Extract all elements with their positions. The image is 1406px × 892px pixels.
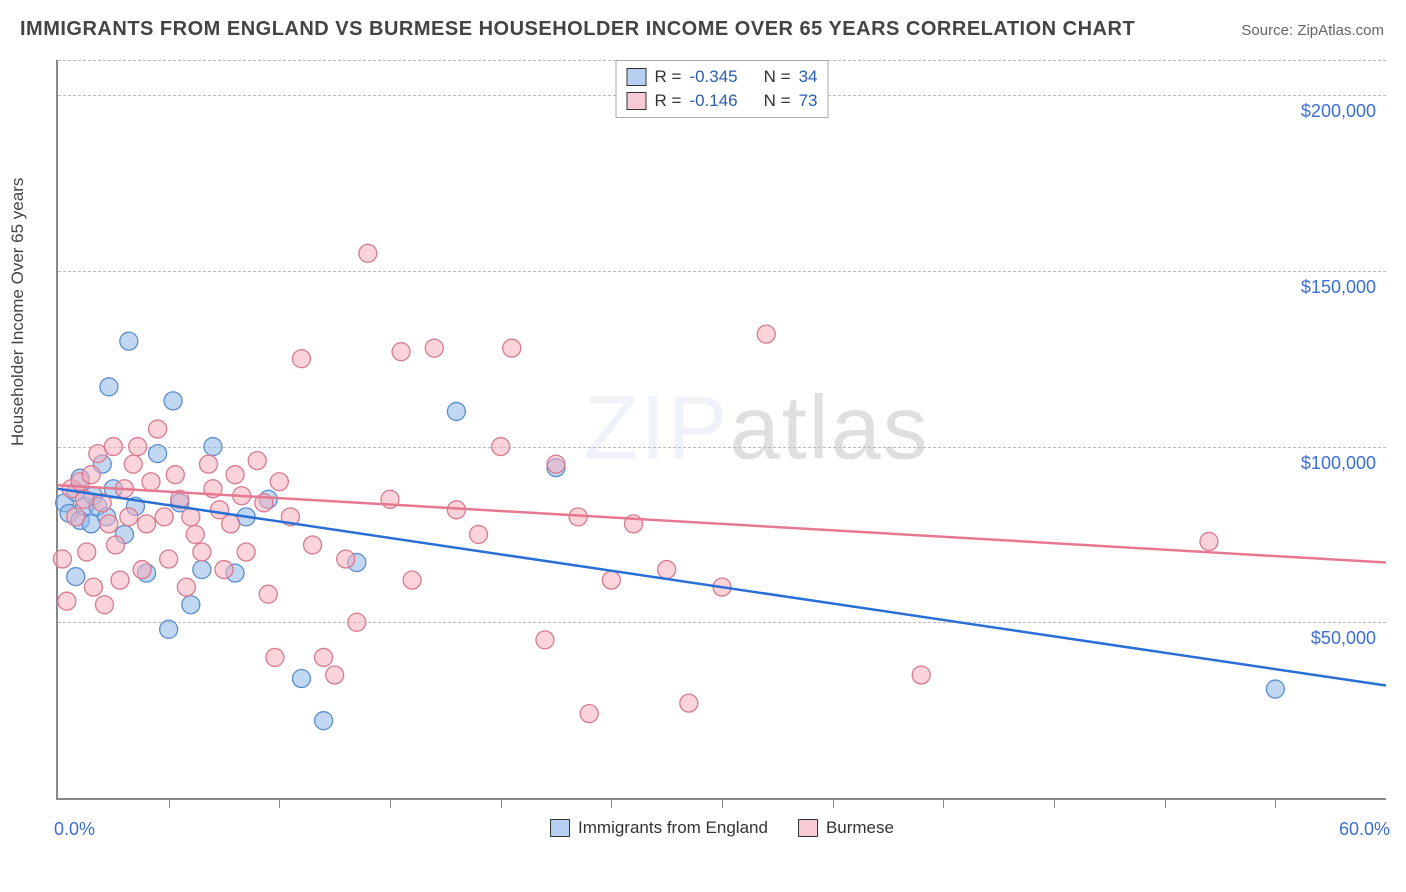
legend-stats-row-burmese: R = -0.146 N = 73 xyxy=(627,89,818,113)
x-tick xyxy=(169,798,170,808)
legend-item-burmese: Burmese xyxy=(798,818,894,838)
legend-series: Immigrants from England Burmese xyxy=(550,818,894,838)
regression-line-burmese xyxy=(58,485,1386,562)
x-tick xyxy=(722,798,723,808)
swatch-pink-icon xyxy=(627,92,647,110)
r-value-burmese: -0.146 xyxy=(689,91,737,111)
swatch-blue-icon xyxy=(627,68,647,86)
source-value: ZipAtlas.com xyxy=(1297,22,1384,39)
plot-area: ZIPatlas $50,000$100,000$150,000$200,000… xyxy=(56,60,1386,800)
n-label: N = xyxy=(764,91,791,111)
regression-line-england xyxy=(58,489,1386,686)
legend-label-england: Immigrants from England xyxy=(578,818,768,838)
x-tick-max: 60.0% xyxy=(1339,819,1390,840)
chart-title: IMMIGRANTS FROM ENGLAND VS BURMESE HOUSE… xyxy=(20,18,1135,41)
r-value-england: -0.345 xyxy=(689,67,737,87)
x-tick xyxy=(1275,798,1276,808)
swatch-pink-icon xyxy=(798,819,818,837)
legend-label-burmese: Burmese xyxy=(826,818,894,838)
legend-item-england: Immigrants from England xyxy=(550,818,768,838)
x-tick-min: 0.0% xyxy=(54,819,95,840)
source: Source: ZipAtlas.com xyxy=(1241,22,1384,39)
x-tick xyxy=(1165,798,1166,808)
legend-stats: R = -0.345 N = 34 R = -0.146 N = 73 xyxy=(616,60,829,118)
y-axis-label: Householder Income Over 65 years xyxy=(8,178,28,446)
x-tick xyxy=(611,798,612,808)
regression-lines xyxy=(58,60,1386,798)
x-tick xyxy=(833,798,834,808)
source-label: Source: xyxy=(1241,22,1293,39)
n-label: N = xyxy=(764,67,791,87)
x-tick xyxy=(943,798,944,808)
x-tick xyxy=(501,798,502,808)
x-tick xyxy=(390,798,391,808)
r-label: R = xyxy=(655,67,682,87)
x-tick xyxy=(279,798,280,808)
n-value-england: 34 xyxy=(799,67,818,87)
legend-stats-row-england: R = -0.345 N = 34 xyxy=(627,65,818,89)
n-value-burmese: 73 xyxy=(799,91,818,111)
r-label: R = xyxy=(655,91,682,111)
swatch-blue-icon xyxy=(550,819,570,837)
x-tick xyxy=(1054,798,1055,808)
